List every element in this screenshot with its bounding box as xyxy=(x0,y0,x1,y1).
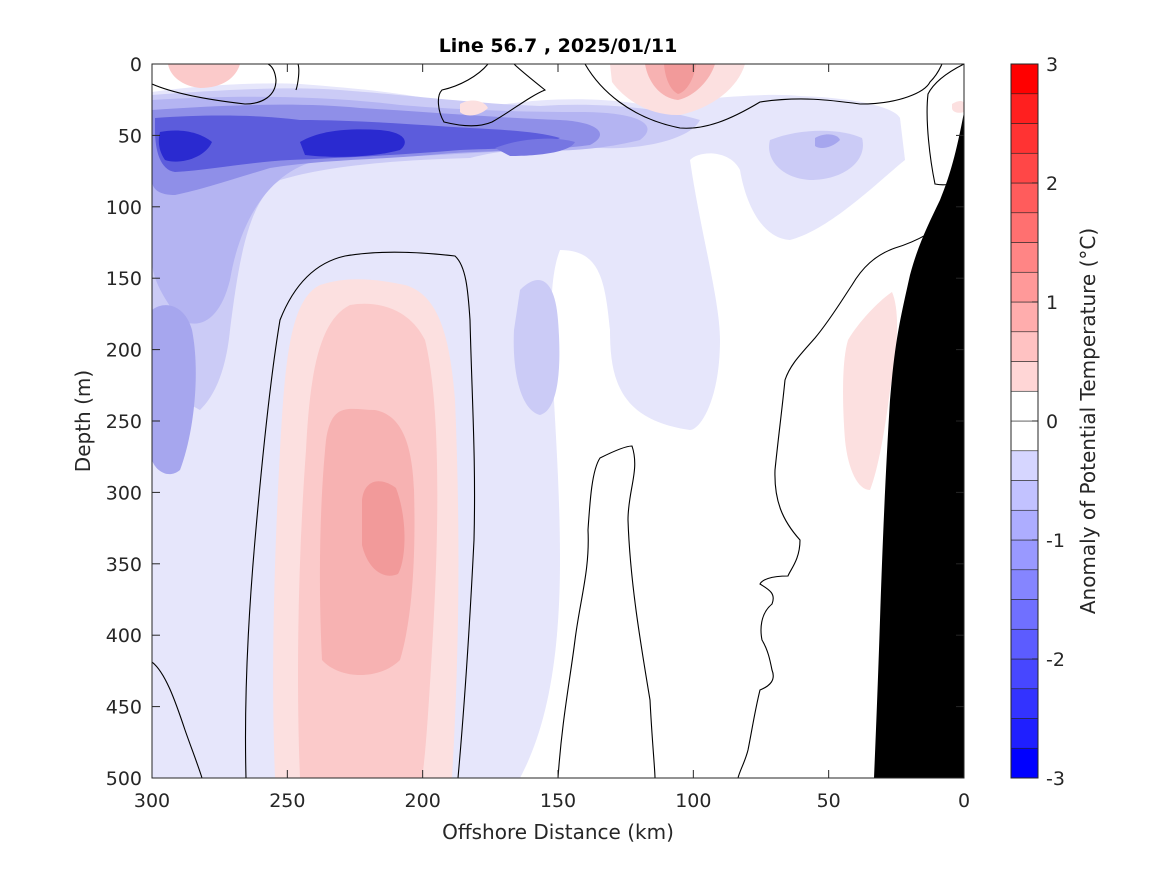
y-tick-label: 0 xyxy=(130,54,142,76)
cold-anomaly-deep-mid xyxy=(513,280,560,415)
cold-anomaly-nearshore xyxy=(769,130,863,180)
x-tick-label: 300 xyxy=(134,790,170,812)
colorbar-segment xyxy=(1010,420,1039,452)
zero-contour-deep-warm xyxy=(244,251,476,778)
zero-contour-lens xyxy=(437,64,547,127)
x-axis: 300 250 200 150 100 50 0 xyxy=(134,64,970,812)
colorbar-segment xyxy=(1010,93,1039,124)
cold-anomaly-core-central xyxy=(300,129,405,157)
y-tick-label: 400 xyxy=(106,625,142,647)
colorbar-segment xyxy=(1010,123,1039,154)
colorbar-segment xyxy=(1010,212,1039,243)
warm-anomaly-core-deep xyxy=(362,481,405,576)
x-tick-label: 200 xyxy=(405,790,441,812)
colorbar-segment xyxy=(1010,242,1039,273)
colorbar-ticks: -3 -2 -1 0 1 2 3 xyxy=(1032,54,1065,790)
seafloor-topography xyxy=(874,112,964,778)
colorbar-segment xyxy=(1010,658,1039,690)
x-tick-label: 0 xyxy=(958,790,970,812)
x-tick-label: 150 xyxy=(540,790,576,812)
y-tick-label: 50 xyxy=(118,125,142,147)
warm-anomaly-nearshore xyxy=(843,292,898,490)
y-tick-label: 300 xyxy=(106,482,142,504)
y-tick-label: 250 xyxy=(106,411,142,433)
x-tick-label: 250 xyxy=(269,790,305,812)
y-axis-label: Depth (m) xyxy=(71,370,95,472)
y-tick-label: 350 xyxy=(106,554,142,576)
zero-contour-deep-mid xyxy=(557,445,656,778)
plot-area xyxy=(152,64,964,778)
y-tick-label: 500 xyxy=(106,768,142,790)
colorbar-tick-label: -2 xyxy=(1046,649,1065,671)
colorbar-segment xyxy=(1010,301,1039,333)
cold-anomaly-nearshore-core xyxy=(815,134,840,148)
y-tick-label: 200 xyxy=(106,340,142,362)
cold-anomaly-core-west xyxy=(158,130,212,162)
colorbar-segment xyxy=(1010,182,1039,214)
cold-anomaly-deep-west xyxy=(152,305,196,475)
warm-anomaly-surface-mid-peak xyxy=(664,64,696,94)
y-tick-label: 450 xyxy=(106,697,142,719)
colorbar-segment xyxy=(1010,747,1039,779)
colorbar-segment xyxy=(1010,152,1039,184)
colorbar-segment xyxy=(1010,718,1039,749)
x-axis-label: Offshore Distance (km) xyxy=(442,820,674,844)
colorbar-tick-label: 3 xyxy=(1046,54,1058,76)
colorbar-segment xyxy=(1010,450,1039,481)
colorbar-segment xyxy=(1010,569,1039,600)
colorbar xyxy=(1010,63,1039,779)
colorbar-tick-label: -1 xyxy=(1046,530,1065,552)
colorbar-segment xyxy=(1010,480,1039,511)
zero-contours xyxy=(152,64,964,778)
colorbar-segment xyxy=(1010,390,1039,422)
warm-anomaly-nearshore-top xyxy=(952,101,964,113)
y-axis: 0 50 100 150 200 250 300 350 400 450 500 xyxy=(106,54,964,790)
x-tick-label: 50 xyxy=(817,790,841,812)
colorbar-segment xyxy=(1010,688,1039,719)
colorbar-segment xyxy=(1010,628,1039,660)
warm-anomaly-surface-west xyxy=(168,64,240,88)
colorbar-segment xyxy=(1010,509,1039,541)
colorbar-segment xyxy=(1010,539,1039,571)
zero-contour-deep-west xyxy=(152,661,203,778)
colorbar-segment xyxy=(1010,331,1039,362)
x-tick-label: 100 xyxy=(675,790,711,812)
colorbar-tick-label: 1 xyxy=(1046,292,1058,314)
colorbar-segment xyxy=(1010,361,1039,392)
colorbar-segment xyxy=(1010,63,1039,95)
colorbar-tick-label: 2 xyxy=(1046,173,1058,195)
colorbar-tick-label: 0 xyxy=(1046,411,1058,433)
colorbar-segment xyxy=(1010,599,1039,630)
colorbar-label: Anomaly of Potential Temperature (°C) xyxy=(1076,228,1100,614)
warm-anomaly-small xyxy=(460,100,488,116)
zero-contour-slope xyxy=(737,213,956,778)
zero-contour-upper xyxy=(152,64,277,105)
cold-anomaly-core-east xyxy=(495,138,575,156)
chart-title: Line 56.7 , 2025/01/11 xyxy=(439,35,678,57)
zero-contour-surface xyxy=(584,64,943,129)
colorbar-tick-label: -3 xyxy=(1046,768,1065,790)
y-tick-label: 150 xyxy=(106,268,142,290)
y-tick-label: 100 xyxy=(106,197,142,219)
colorbar-segment xyxy=(1010,271,1039,303)
zero-contour-upper-right xyxy=(295,64,300,91)
